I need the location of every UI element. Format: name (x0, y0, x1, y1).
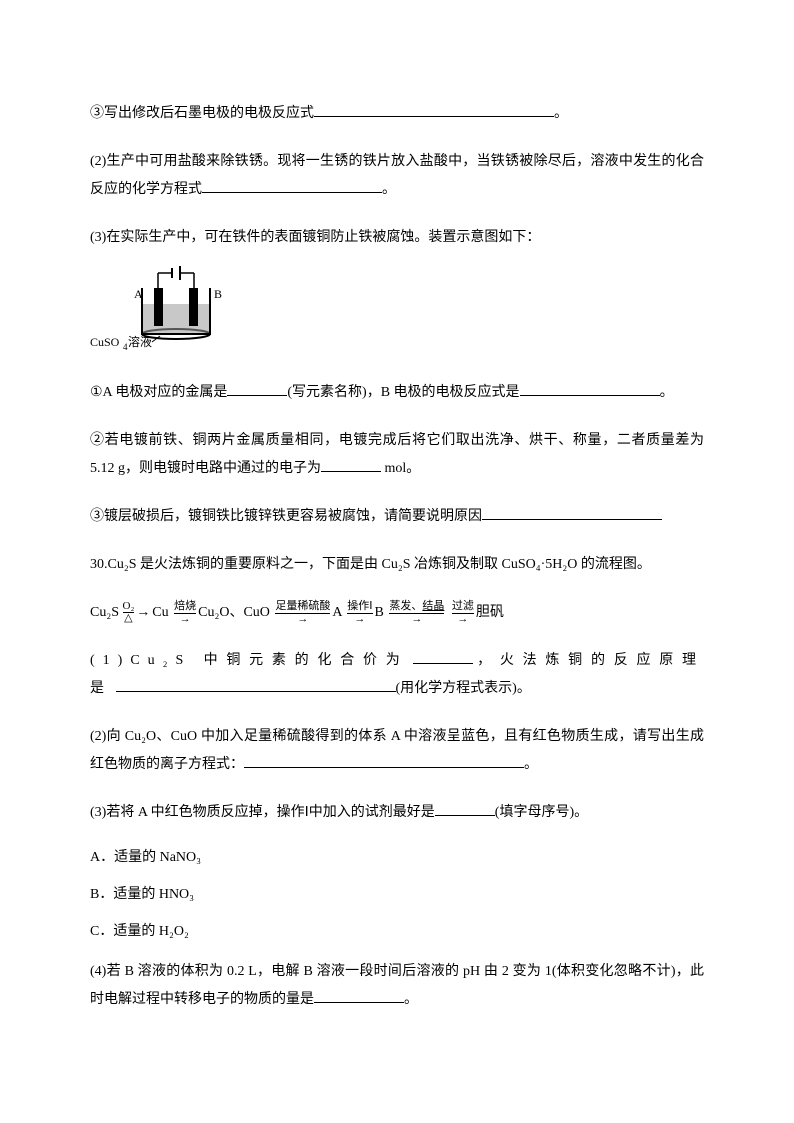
blank[interactable] (314, 986, 404, 1003)
option-c: C．适量的 H₂O₂ (90, 921, 704, 942)
text: mol。 (381, 461, 420, 476)
blank[interactable] (202, 176, 382, 193)
period: 。 (524, 757, 538, 772)
q1-3: ③写出修改后石墨电极的电极反应式 。 (90, 100, 704, 128)
diagram-svg: A B CuSO 4 溶液 (90, 264, 260, 354)
period: 。 (382, 182, 396, 197)
label-a: A (134, 287, 143, 301)
text: 。 (404, 992, 418, 1007)
blank[interactable] (435, 799, 495, 816)
option-a: A．适量的 NaNO₃ (90, 847, 704, 868)
flow-step1: O₂ △ (123, 601, 135, 624)
solution-label: CuSO (90, 335, 120, 349)
blank[interactable] (314, 100, 554, 117)
option-b: B．适量的 HNO₃ (90, 884, 704, 905)
text: A．适量的 NaNO₃ (90, 850, 201, 865)
text: (写元素名称)，B 电极的电极反应式是 (287, 385, 519, 400)
flow-mid3: A (332, 605, 341, 620)
flow-mid2: Cu₂O、CuO (198, 605, 270, 620)
label-b: B (214, 287, 222, 301)
flow-step3: 足量稀硫酸→ (275, 601, 330, 625)
text: ③写出修改后石墨电极的电极反应式 (90, 106, 314, 121)
text: 30.Cu₂S 是火法炼铜的重要原料之一，下面是由 Cu₂S 冶炼铜及制取 Cu… (90, 557, 651, 572)
blank[interactable] (116, 675, 396, 692)
blank[interactable] (482, 503, 662, 520)
text: (3)在实际生产中，可在铁件的表面镀铜防止铁被腐蚀。装置示意图如下： (90, 230, 540, 245)
flow-mid1: Cu (152, 605, 168, 620)
q2: (2)生产中可用盐酸来除铁锈。现将一生锈的铁片放入盐酸中，当铁锈被除尽后，溶液中… (90, 148, 704, 204)
flow-start: Cu₂S (90, 605, 119, 620)
electroplating-diagram: A B CuSO 4 溶液 (90, 264, 704, 361)
text: (3)若将 A 中红色物质反应掉，操作Ⅰ中加入的试剂最好是 (90, 805, 435, 820)
blank[interactable] (227, 379, 287, 396)
svg-text:溶液: 溶液 (128, 334, 152, 349)
q3-intro: (3)在实际生产中，可在铁件的表面镀铜防止铁被腐蚀。装置示意图如下： (90, 224, 704, 252)
text: ③镀层破损后，镀铜铁比镀锌铁更容易被腐蚀，请简要说明原因 (90, 509, 482, 524)
text: ①A 电极对应的金属是 (90, 385, 227, 400)
flow-step6: 过滤→ (452, 601, 474, 625)
arrow-icon: → (136, 599, 150, 627)
blank[interactable] (244, 751, 524, 768)
q3-2: ②若电镀前铁、铜两片金属质量相同，电镀完成后将它们取出洗净、烘干、称量，二者质量… (90, 427, 704, 483)
flow-diagram: Cu₂S O₂ △ →Cu 焙烧→Cu₂O、CuO 足量稀硫酸→A 操作Ⅰ→B … (90, 599, 704, 627)
flow-step5: 蒸发、结晶→ (389, 601, 444, 625)
text: (1)Cu₂S 中铜元素的化合价为 (90, 653, 409, 668)
text: B．适量的 HNO₃ (90, 887, 194, 902)
blank[interactable] (413, 647, 473, 664)
text: (用化学方程式表示)。 (396, 681, 531, 696)
text: 。 (660, 385, 674, 400)
text: (2)生产中可用盐酸来除铁锈。现将一生锈的铁片放入盐酸中，当铁锈被除尽后，溶液中… (90, 154, 704, 197)
text: C．适量的 H₂O₂ (90, 924, 189, 939)
period: 。 (554, 106, 568, 121)
q3-1: ①A 电极对应的金属是 (写元素名称)，B 电极的电极反应式是 。 (90, 379, 704, 407)
text: (填字母序号)。 (495, 805, 588, 820)
q30-4: (4)若 B 溶液的体积为 0.2 L，电解 B 溶液一段时间后溶液的 pH 由… (90, 958, 704, 1014)
q30-3: (3)若将 A 中红色物质反应掉，操作Ⅰ中加入的试剂最好是 (填字母序号)。 (90, 799, 704, 827)
flow-step4: 操作Ⅰ→ (347, 601, 372, 625)
blank[interactable] (520, 379, 660, 396)
flow-end: 胆矾 (476, 605, 504, 620)
q3-3: ③镀层破损后，镀铜铁比镀锌铁更容易被腐蚀，请简要说明原因 (90, 503, 704, 531)
q30-intro: 30.Cu₂S 是火法炼铜的重要原料之一，下面是由 Cu₂S 冶炼铜及制取 Cu… (90, 551, 704, 579)
q30-1: (1)Cu₂S 中铜元素的化合价为 ，火法炼铜的反应原理是 (用化学方程式表示)… (90, 647, 704, 703)
q30-2: (2)向 Cu₂O、CuO 中加入足量稀硫酸得到的体系 A 中溶液呈蓝色，且有红… (90, 723, 704, 779)
flow-step2: 焙烧→ (174, 601, 196, 625)
flow-mid4: B (375, 605, 384, 620)
blank[interactable] (321, 455, 381, 472)
